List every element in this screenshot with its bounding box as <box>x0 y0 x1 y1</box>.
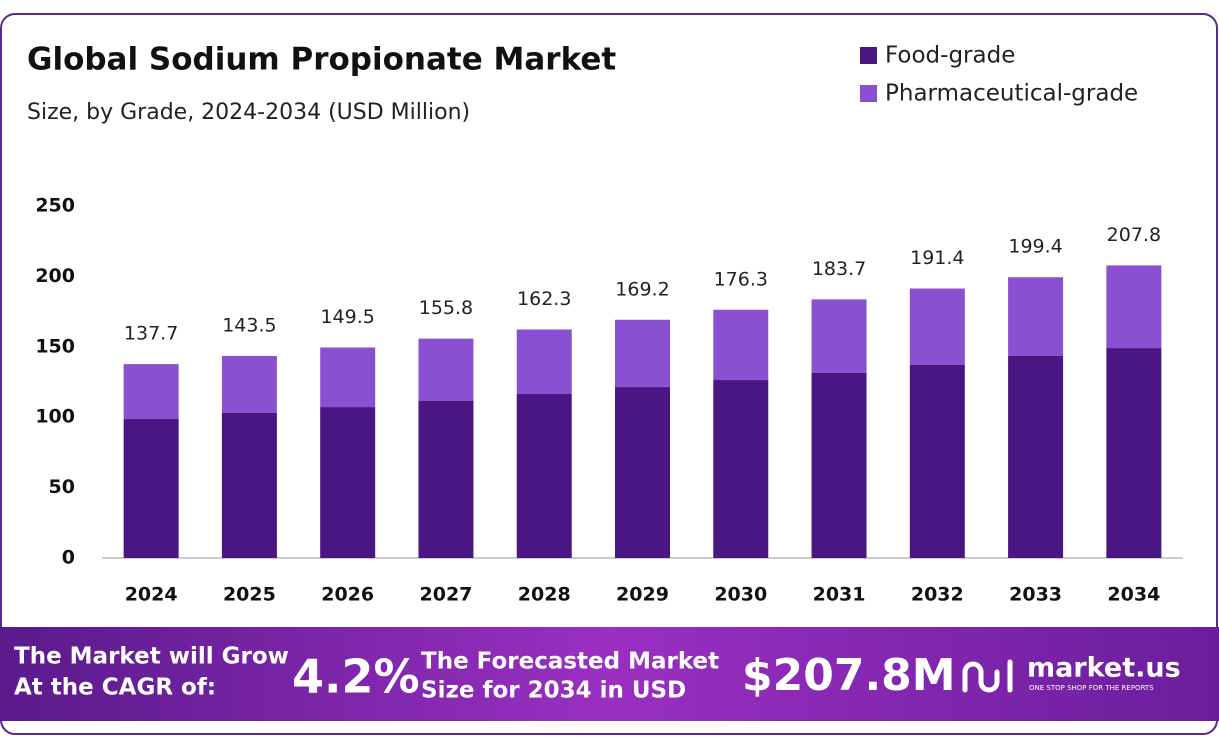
chart-title: Global Sodium Propionate Market <box>27 42 616 78</box>
x-tick-label: 2031 <box>813 584 866 606</box>
legend-label: Pharmaceutical-grade <box>885 81 1138 107</box>
y-tick-label: 100 <box>35 406 75 428</box>
total-label: 191.4 <box>910 247 964 269</box>
bar-segment <box>713 380 769 558</box>
bar-segment <box>909 364 965 558</box>
tagline: ONE STOP SHOP FOR THE REPORTS <box>1029 684 1154 692</box>
brand: market.us <box>1027 653 1181 684</box>
x-tick-label: 2033 <box>1009 584 1062 606</box>
total-label: 207.8 <box>1107 224 1161 246</box>
total-label: 137.7 <box>124 323 178 345</box>
bar-segment <box>1106 348 1162 558</box>
y-tick-label: 200 <box>35 265 75 287</box>
chart-subtitle: Size, by Grade, 2024-2034 (USD Million) <box>27 100 470 125</box>
total-label: 176.3 <box>714 268 768 290</box>
x-tick-label: 2027 <box>420 584 473 606</box>
bar-segment <box>615 387 670 558</box>
bar-segment <box>320 407 376 558</box>
bar-segment <box>909 288 965 365</box>
bar-segment <box>516 393 572 558</box>
y-tick-label: 0 <box>62 547 75 569</box>
bar-segment <box>418 401 474 558</box>
total-label: 199.4 <box>1008 236 1062 258</box>
bar-segment <box>713 309 769 381</box>
total-label: 143.5 <box>222 314 276 336</box>
legend-swatch <box>860 85 877 102</box>
x-tick-label: 2028 <box>518 584 571 606</box>
bar-segment <box>123 419 179 558</box>
bar-segment <box>811 299 867 373</box>
bar-segment <box>811 372 867 558</box>
x-tick-label: 2034 <box>1107 584 1160 606</box>
bar-segment <box>1106 265 1162 349</box>
bar-segment <box>221 355 277 413</box>
legend-swatch <box>860 47 877 64</box>
y-tick-label: 150 <box>35 335 75 357</box>
y-tick-label: 250 <box>35 195 75 217</box>
footer-banner <box>0 627 1219 721</box>
total-label: 155.8 <box>419 297 473 319</box>
logo-icon <box>962 659 1013 693</box>
footer-text: Size for 2034 in USD <box>421 678 686 704</box>
x-tick-label: 2032 <box>911 584 964 606</box>
bar-segment <box>1008 355 1064 558</box>
total-label: 149.5 <box>320 306 374 328</box>
bar-segment <box>516 329 572 394</box>
bar-segment <box>1008 277 1064 356</box>
y-tick-label: 50 <box>49 476 75 498</box>
x-tick-label: 2024 <box>125 584 178 606</box>
footer-text: The Market will Grow <box>14 644 289 670</box>
bar-segment <box>320 347 376 408</box>
bar-segment <box>418 338 474 402</box>
x-tick-label: 2026 <box>321 584 374 606</box>
legend-label: Food-grade <box>885 43 1015 69</box>
total-label: 162.3 <box>517 288 571 310</box>
bar-segment <box>615 319 670 388</box>
footer-text: At the CAGR of: <box>14 675 216 701</box>
total-label: 169.2 <box>615 278 669 300</box>
cagr: 4.2% <box>292 650 420 704</box>
bar-segment <box>221 412 277 558</box>
market-size: $207.8M <box>742 650 956 701</box>
x-tick-label: 2030 <box>714 584 767 606</box>
x-tick-label: 2025 <box>223 584 276 606</box>
x-tick-label: 2029 <box>616 584 669 606</box>
total-label: 183.7 <box>812 258 866 280</box>
bar-segment <box>123 364 179 420</box>
footer-text: The Forecasted Market <box>421 649 719 675</box>
